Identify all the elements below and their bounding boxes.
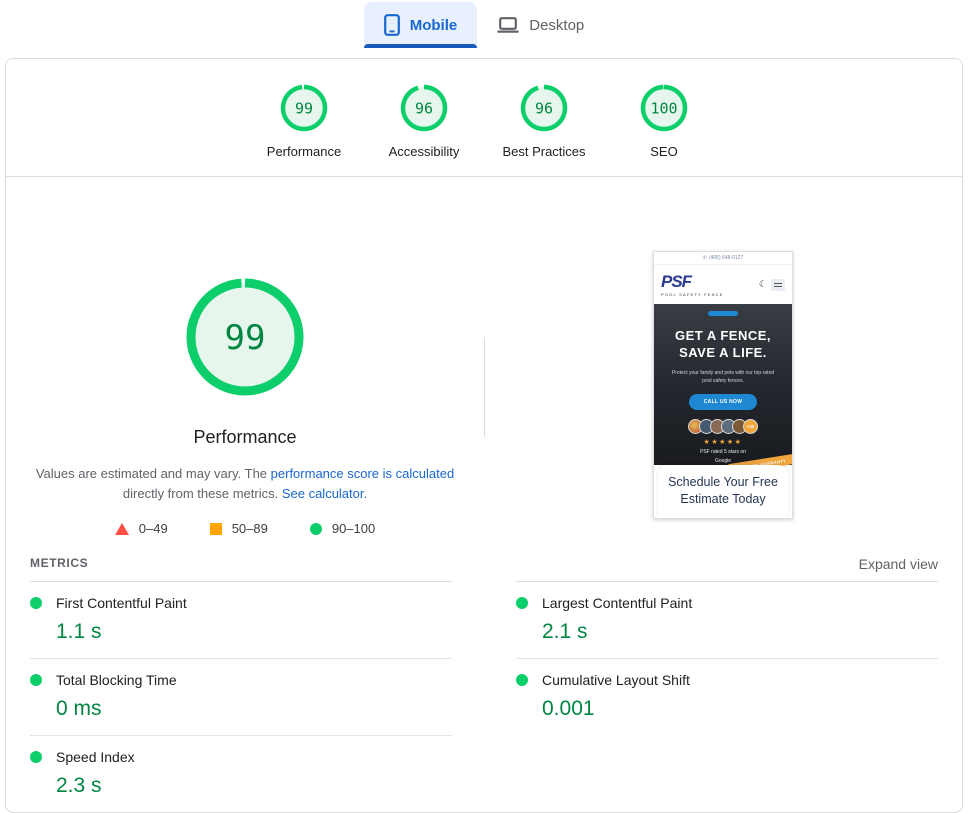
thumb-logo: PSF POOL SAFETY FENCE [661, 273, 724, 297]
performance-big-gauge: 99 [186, 278, 304, 396]
best-practices-gauge-ring: 96 [520, 84, 568, 132]
accessibility-gauge-ring: 96 [400, 84, 448, 132]
thumb-avatars: +30 [662, 419, 784, 435]
metric-name: Total Blocking Time [56, 672, 177, 689]
legend-range: 0–49 [138, 521, 168, 537]
metric-value: 2.3 s [56, 774, 102, 798]
gauge-label: SEO [650, 144, 678, 159]
pass-circle-icon [30, 597, 42, 610]
report-card: 99 Performance 96 Accessibility 96 Best … [5, 58, 963, 813]
thumb-subtext: Protect your family and pets with our to… [671, 370, 775, 385]
metric-value: 1.1 s [56, 620, 102, 644]
metric-name: Largest Contentful Paint [542, 595, 693, 612]
thumb-headline: GET A FENCE, SAVE A LIFE. [674, 328, 772, 361]
performance-title: Performance [193, 427, 297, 447]
thumb-site-header: PSF POOL SAFETY FENCE ☾ [654, 265, 792, 305]
gauge-label: Best Practices [502, 144, 586, 159]
thumb-hero-pill [708, 311, 738, 317]
mobile-phone-icon [383, 14, 400, 36]
gauge-performance[interactable]: 99 Performance [259, 84, 349, 159]
metric-name: Speed Index [56, 749, 135, 766]
thumb-rating-text: PSF rated 5 stars on Google [700, 449, 746, 464]
desktop-laptop-icon [497, 16, 519, 34]
thumb-cta-button: CALL US NOW [688, 394, 758, 411]
metric-total-blocking-time: Total Blocking Time 0 ms [30, 658, 452, 735]
page-screenshot-thumbnail: ✆ (405) 648-0127 PSF POOL SAFETY FENCE ☾ [653, 251, 793, 519]
metric-value: 2.1 s [542, 620, 588, 644]
tab-mobile-label: Mobile [409, 16, 458, 34]
performance-disclaimer: Values are estimated and may vary. The p… [30, 464, 460, 504]
metric-name: Cumulative Layout Shift [542, 672, 690, 689]
thumb-phone-number: (405) 648-0127 [709, 254, 744, 261]
performance-section: 99 Performance Values are estimated and … [6, 177, 962, 548]
thumb-logo-text: PSF [661, 271, 692, 291]
metric-cumulative-layout-shift: Cumulative Layout Shift 0.001 [516, 658, 938, 735]
device-tabbar: Mobile Desktop [0, 0, 968, 48]
metrics-left-column: First Contentful Paint 1.1 s Total Block… [30, 582, 452, 812]
score-calculated-link[interactable]: performance score is calculated [270, 466, 455, 481]
legend-pass: 90–100 [309, 521, 376, 537]
tab-mobile-underline [363, 44, 478, 48]
category-gauges-row: 99 Performance 96 Accessibility 96 Best … [6, 59, 962, 177]
vertical-divider [484, 337, 485, 437]
tab-desktop[interactable]: Desktop [477, 2, 604, 48]
metric-value: 0 ms [56, 697, 102, 721]
disclaimer-text: directly from these metrics. [122, 486, 282, 502]
metric-largest-contentful-paint: Largest Contentful Paint 2.1 s [516, 582, 938, 658]
svg-text:99: 99 [295, 100, 313, 118]
svg-text:100: 100 [650, 100, 677, 118]
see-calculator-link[interactable]: See calculator. [281, 486, 368, 502]
screenshot-column: ✆ (405) 648-0127 PSF POOL SAFETY FENCE ☾ [484, 177, 962, 536]
legend-range: 90–100 [331, 521, 376, 537]
pass-circle-icon [516, 674, 528, 687]
svg-text:96: 96 [535, 100, 553, 118]
metrics-header-row: METRICS Expand view [30, 548, 938, 583]
performance-gauge-ring: 99 [280, 84, 328, 132]
gauge-label: Accessibility [388, 144, 460, 159]
svg-text:96: 96 [415, 100, 433, 118]
metrics-grid: First Contentful Paint 1.1 s Total Block… [30, 582, 938, 812]
tab-mobile[interactable]: Mobile [363, 2, 478, 48]
thumb-hero: GET A FENCE, SAVE A LIFE. Protect your f… [654, 304, 792, 475]
disclaimer-text: Values are estimated and may vary. The [35, 466, 271, 481]
metric-first-contentful-paint: First Contentful Paint 1.1 s [30, 582, 452, 658]
seo-gauge-ring: 100 [640, 84, 688, 132]
tab-desktop-label: Desktop [529, 16, 585, 34]
metrics-heading: METRICS [30, 548, 452, 583]
score-legend: 0–49 50–89 90–100 [114, 521, 376, 537]
fail-triangle-icon [114, 522, 129, 535]
legend-fail: 0–49 [114, 521, 168, 537]
pass-circle-icon [516, 597, 528, 610]
gauge-label: Performance [266, 144, 342, 159]
legend-average: 50–89 [209, 521, 268, 537]
performance-summary: 99 Performance Values are estimated and … [6, 177, 484, 536]
expand-view-button[interactable]: Expand view [516, 548, 938, 583]
average-square-icon [209, 522, 222, 535]
thumb-stars: ★★★★★ [703, 439, 743, 447]
svg-text:99: 99 [225, 318, 266, 358]
gauge-best-practices[interactable]: 96 Best Practices [499, 84, 589, 159]
metrics-right-column: Largest Contentful Paint 2.1 s Cumulativ… [516, 582, 938, 812]
thumb-avatars-badge: +30 [743, 419, 758, 435]
metrics-section: METRICS Expand view First Contentful Pai… [6, 548, 962, 812]
thumb-schedule-card: Schedule Your Free Estimate Today [658, 465, 788, 518]
hamburger-menu-icon [771, 278, 785, 291]
pass-circle-icon [30, 751, 42, 764]
metric-speed-index: Speed Index 2.3 s [30, 735, 452, 812]
gauge-accessibility[interactable]: 96 Accessibility [379, 84, 469, 159]
pass-circle-icon [309, 522, 322, 535]
thumb-logo-subtext: POOL SAFETY FENCE [661, 291, 724, 297]
metric-value: 0.001 [542, 697, 595, 721]
thumb-phone-bar: ✆ (405) 648-0127 [654, 252, 792, 265]
phone-icon: ✆ [702, 254, 707, 261]
gauge-seo[interactable]: 100 SEO [619, 84, 709, 159]
moon-icon: ☾ [758, 279, 767, 290]
legend-range: 50–89 [231, 521, 268, 537]
pass-circle-icon [30, 674, 42, 687]
thumb-header-icons: ☾ [758, 278, 785, 291]
metric-name: First Contentful Paint [56, 595, 187, 612]
